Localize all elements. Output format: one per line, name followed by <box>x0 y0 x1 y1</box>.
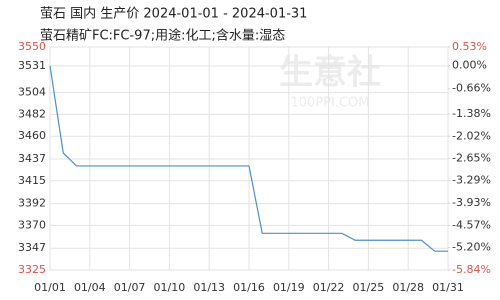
y2-tick-label: -3.29% <box>452 174 491 187</box>
y2-tick-label: -5.84% <box>452 263 491 276</box>
y-tick-label: 3482 <box>18 107 46 120</box>
y2-tick-label: -2.65% <box>452 151 491 164</box>
line <box>49 65 448 252</box>
x-tick-label: 01/13 <box>193 281 225 294</box>
y-tick-label: 3460 <box>18 129 46 142</box>
x-tick-label: 01/10 <box>154 281 186 294</box>
y-tick-label: 3325 <box>18 263 46 276</box>
x-tick-label: 01/22 <box>313 281 345 294</box>
watermark: 生意社 <box>279 53 381 93</box>
y2-tick-label: -2.02% <box>452 129 491 142</box>
y-tick-label: 3437 <box>18 152 46 165</box>
x-tick-label: 01/31 <box>432 281 464 294</box>
y2-tick-label: -3.93% <box>452 196 491 209</box>
y2-tick-label: -1.38% <box>452 107 491 120</box>
x-tick-label: 01/19 <box>273 281 305 294</box>
y2-tick-label: 0.53% <box>452 40 487 53</box>
x-tick-label: 01/04 <box>74 281 106 294</box>
y2-tick-label: -4.57% <box>452 219 491 232</box>
x-tick-label: 01/28 <box>392 281 424 294</box>
chart-subtitle: 萤石精矿FC:FC-97;用途:化工;含水量:湿态 <box>40 28 285 44</box>
y-tick-label: 3392 <box>18 197 46 210</box>
chart-title: 萤石 国内 生产价 2024-01-01 - 2024-01-31 <box>40 6 307 22</box>
y2-tick-label: -0.66% <box>452 82 491 95</box>
y-tick-label: 3347 <box>18 241 46 254</box>
y-tick-label: 3415 <box>18 174 46 187</box>
y-tick-label: 3370 <box>18 218 46 231</box>
y-tick-label: 3550 <box>18 40 46 53</box>
y-tick-label: 3504 <box>18 86 46 99</box>
y2-tick-label: 0.00% <box>452 59 487 72</box>
y-tick-label: 3531 <box>18 59 46 72</box>
x-tick-label: 01/16 <box>233 281 265 294</box>
y2-tick-label: -5.20% <box>452 241 491 254</box>
watermark-url: 100PPI.COM <box>291 96 370 111</box>
x-tick-label: 01/25 <box>353 281 385 294</box>
x-tick-label: 01/01 <box>34 281 66 294</box>
x-tick-label: 01/07 <box>114 281 146 294</box>
